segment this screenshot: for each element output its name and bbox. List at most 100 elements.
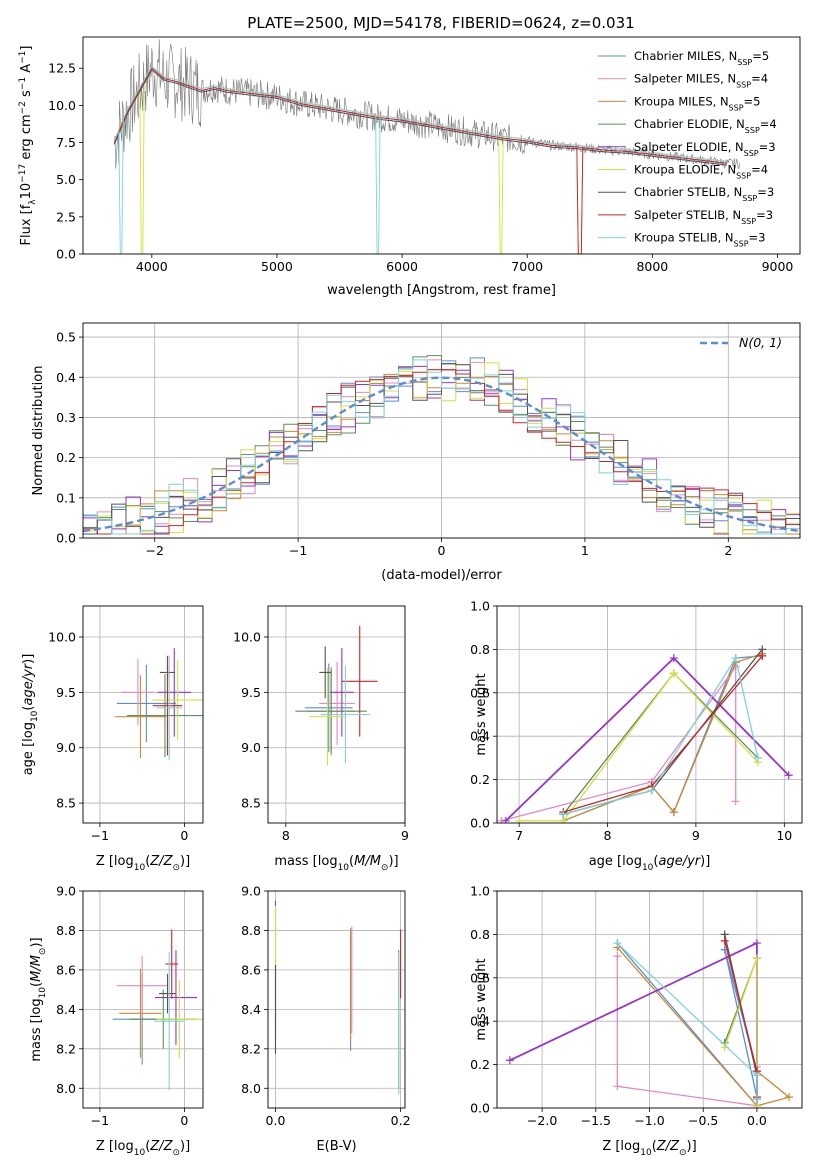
y-tick-label: 0.2 bbox=[56, 450, 76, 465]
label-part: s bbox=[19, 90, 34, 101]
x-tick-label: −1.5 bbox=[581, 1113, 611, 1128]
point-marker bbox=[613, 952, 622, 961]
plot-area bbox=[83, 606, 203, 823]
y-tick-label: 8.8 bbox=[241, 923, 261, 938]
y-tick-label: 2.5 bbox=[56, 209, 76, 224]
point-marker bbox=[752, 939, 761, 948]
label-part: )] bbox=[700, 854, 710, 869]
label-part: mass [log bbox=[274, 854, 337, 869]
label-part: Z/Z bbox=[149, 854, 173, 869]
histogram-step bbox=[83, 359, 800, 535]
point-marker bbox=[752, 1071, 761, 1080]
point-marker bbox=[669, 808, 678, 817]
x-axis-label: (data-model)/error bbox=[381, 568, 502, 583]
point-marker bbox=[501, 816, 510, 823]
label-part: A bbox=[19, 64, 34, 77]
y-tick-label: 10.0 bbox=[48, 98, 76, 113]
label-part: =3 bbox=[757, 185, 774, 199]
point-marker bbox=[559, 810, 568, 819]
model-spectrum-line bbox=[113, 69, 727, 166]
label-part: Z [log bbox=[96, 854, 134, 869]
panel-age_vs_Z: −1 08.59.09.510.0Z [log10(Z/Z⊙)]age [log1… bbox=[21, 605, 204, 873]
x-tick-label: 9000 bbox=[762, 259, 794, 274]
point-marker bbox=[784, 771, 793, 780]
subscript: ⊙ bbox=[381, 863, 389, 873]
subscript: SSP bbox=[737, 58, 752, 67]
plot-area bbox=[268, 606, 405, 823]
legend-label: Salpeter STELIB, NSSP=3 bbox=[634, 208, 773, 226]
legend-label: Kroupa STELIB, NSSP=3 bbox=[634, 231, 765, 249]
subscript: ⊙ bbox=[172, 863, 180, 873]
label-part: 10 bbox=[19, 183, 34, 200]
subscript: SSP bbox=[744, 148, 759, 157]
axes-frame bbox=[267, 890, 406, 1109]
subscript: SSP bbox=[741, 216, 756, 225]
label-part: age/yr bbox=[21, 662, 36, 705]
label-part: Flux [f bbox=[19, 204, 34, 245]
y-tick-label: 8.4 bbox=[241, 1002, 261, 1017]
subscript: ⊙ bbox=[38, 948, 48, 956]
y-tick-label: 8.6 bbox=[56, 962, 76, 977]
point-marker bbox=[758, 651, 767, 660]
label-part: Z/Z bbox=[149, 1139, 173, 1154]
legend-label: Chabrier ELODIE, NSSP=4 bbox=[634, 117, 777, 135]
label-part: )] bbox=[180, 854, 190, 869]
label-part: =3 bbox=[759, 140, 776, 154]
x-tick-label: 0.2 bbox=[391, 1113, 411, 1128]
y-tick-label: 9.0 bbox=[56, 740, 76, 755]
label-part: )] bbox=[29, 937, 44, 947]
axes-frame bbox=[496, 605, 803, 824]
panel-massweight_vs_Z: −2.0 −1.5 −1.0 −0.5 0.0 0.0 0.2 0.4 0.6 0.8 1.0 Z [… bbox=[470, 884, 803, 1158]
x-tick-label: 7 bbox=[515, 828, 523, 843]
weight-line bbox=[616, 946, 791, 1107]
label-part: age [log bbox=[21, 722, 36, 775]
y-tick-label: 7.5 bbox=[56, 135, 76, 150]
weight-line bbox=[519, 672, 759, 822]
x-tick-label: 0 bbox=[180, 828, 188, 843]
y-tick-label: 8.4 bbox=[56, 1002, 76, 1017]
label-part: ] bbox=[19, 46, 34, 51]
x-tick-label: −2 bbox=[145, 543, 163, 558]
label-part: erg cm bbox=[19, 114, 34, 163]
point-marker bbox=[731, 654, 740, 663]
superscript: −17 bbox=[18, 164, 28, 183]
panel-mass_vs_Z: −1 08.08.28.48.68.89.0Z [log10(Z/Z⊙)]mass… bbox=[29, 884, 204, 1158]
y-tick-label: 0.4 bbox=[470, 729, 490, 744]
label-part: =5 bbox=[752, 49, 769, 63]
label-part: Kroupa MILES, N bbox=[634, 94, 729, 108]
y-tick-label: 0.2 bbox=[470, 772, 490, 787]
y-tick-label: 9.5 bbox=[56, 685, 76, 700]
point-marker bbox=[669, 669, 678, 678]
y-axis-label: mass [log10(M/M⊙)] bbox=[29, 937, 48, 1061]
figure-title: PLATE=2500, MJD=54178, FIBERID=0624, z=0… bbox=[247, 14, 634, 32]
y-tick-label: 0.0 bbox=[470, 816, 490, 831]
x-tick-label: −2.0 bbox=[527, 1113, 557, 1128]
point-marker bbox=[752, 1095, 761, 1104]
subscript: SSP bbox=[736, 171, 751, 180]
histogram-step bbox=[83, 355, 800, 528]
x-tick-label: 8 bbox=[604, 828, 612, 843]
label-part: Salpeter MILES, N bbox=[634, 72, 736, 86]
weight-line bbox=[563, 656, 759, 815]
label-part: M/M bbox=[354, 854, 381, 869]
model-spectrum-line bbox=[113, 67, 727, 254]
panel-spectrum: 4000 5000 6000 7000 8000 9000 0.0 2.5 5.0 7.5 10.0… bbox=[18, 36, 801, 298]
label-part: Chabrier ELODIE, N bbox=[634, 117, 745, 131]
y-tick-label: 8.2 bbox=[241, 1041, 261, 1056]
x-tick-label: 0 bbox=[180, 1113, 188, 1128]
x-axis-label: mass [log10(M/M⊙)] bbox=[274, 854, 398, 873]
label-part: Z [log bbox=[96, 1139, 134, 1154]
x-tick-label: 9 bbox=[401, 828, 409, 843]
point-marker bbox=[505, 1056, 514, 1065]
subscript: 10 bbox=[30, 710, 40, 722]
axes-frame bbox=[82, 890, 204, 1109]
label-part: ( bbox=[349, 854, 354, 869]
x-tick-label: −1 bbox=[91, 1113, 109, 1128]
x-tick-label: 1 bbox=[581, 543, 589, 558]
x-axis-label: age [log10(age/yr)] bbox=[589, 854, 711, 873]
subscript: SSP bbox=[734, 239, 749, 248]
subscript: 10 bbox=[134, 863, 146, 873]
y-tick-label: 9.0 bbox=[241, 884, 261, 899]
legend-label: Kroupa ELODIE, NSSP=4 bbox=[634, 163, 768, 181]
